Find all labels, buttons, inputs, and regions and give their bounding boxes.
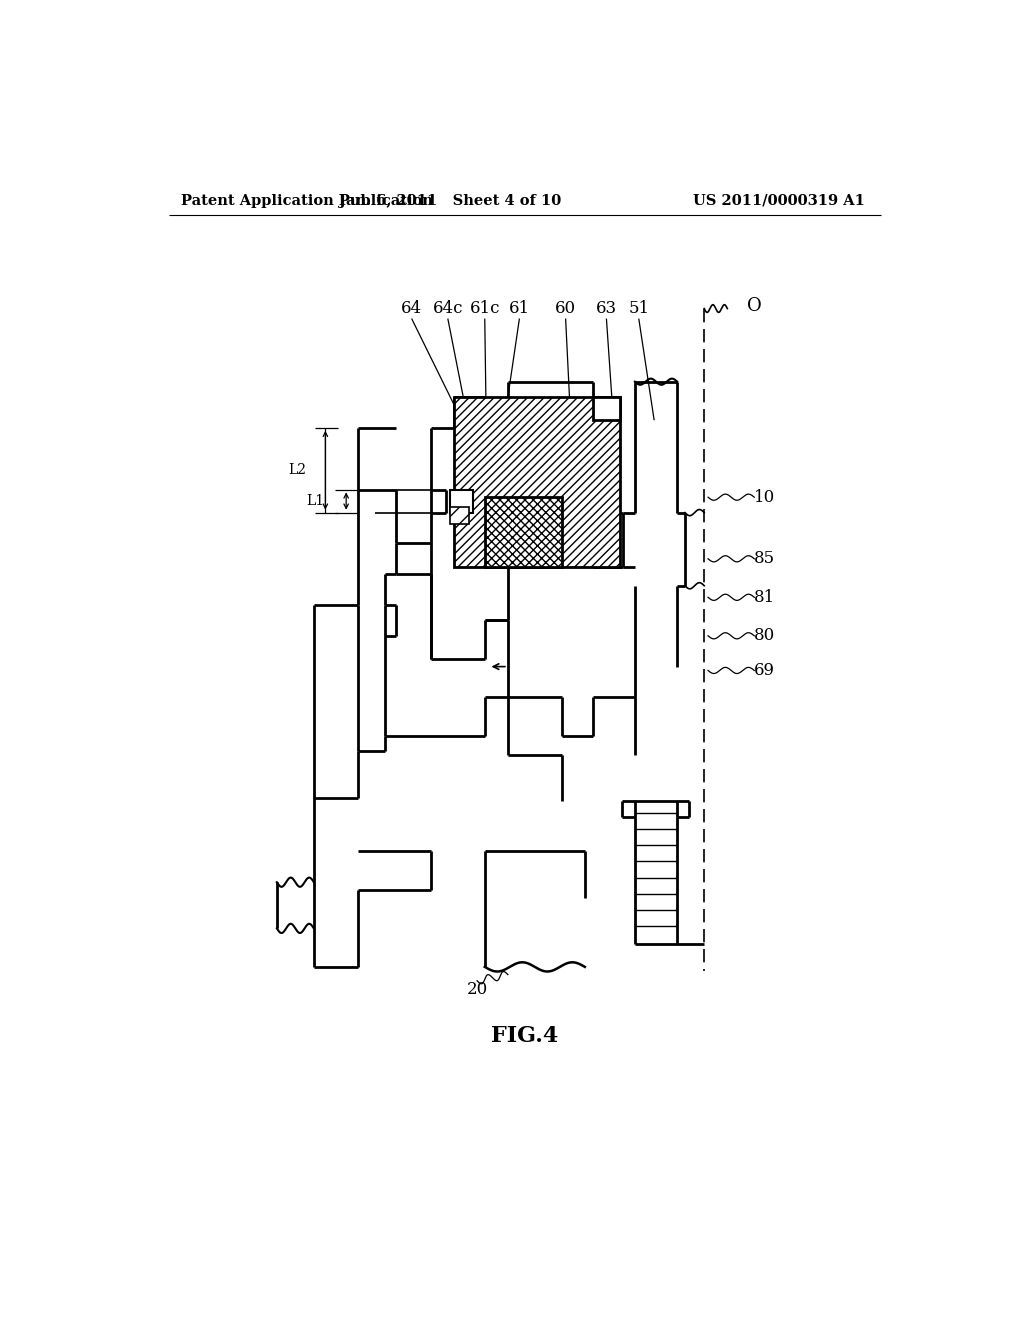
Text: 64: 64 [401,300,422,317]
Polygon shape [593,397,620,420]
Text: US 2011/0000319 A1: US 2011/0000319 A1 [692,194,864,207]
Text: 63: 63 [596,300,617,317]
Text: 51: 51 [628,300,649,317]
Text: FIG.4: FIG.4 [492,1026,558,1047]
Text: 81: 81 [755,589,775,606]
Text: 20: 20 [467,982,487,998]
Text: L1: L1 [306,494,325,508]
Text: 10: 10 [755,488,775,506]
Text: 64c: 64c [432,300,463,317]
Text: 80: 80 [755,627,775,644]
Bar [451,490,473,512]
Text: O: O [746,297,761,315]
Text: 61c: 61c [470,300,500,317]
Text: 61: 61 [509,300,530,317]
Bar [451,507,469,524]
Text: 60: 60 [555,300,577,317]
Polygon shape [454,397,620,566]
Text: Patent Application Publication: Patent Application Publication [180,194,432,207]
Text: L2: L2 [288,463,306,478]
Text: 69: 69 [755,661,775,678]
Text: Jan. 6, 2011   Sheet 4 of 10: Jan. 6, 2011 Sheet 4 of 10 [339,194,561,207]
Text: 85: 85 [755,550,775,568]
Polygon shape [484,498,562,566]
